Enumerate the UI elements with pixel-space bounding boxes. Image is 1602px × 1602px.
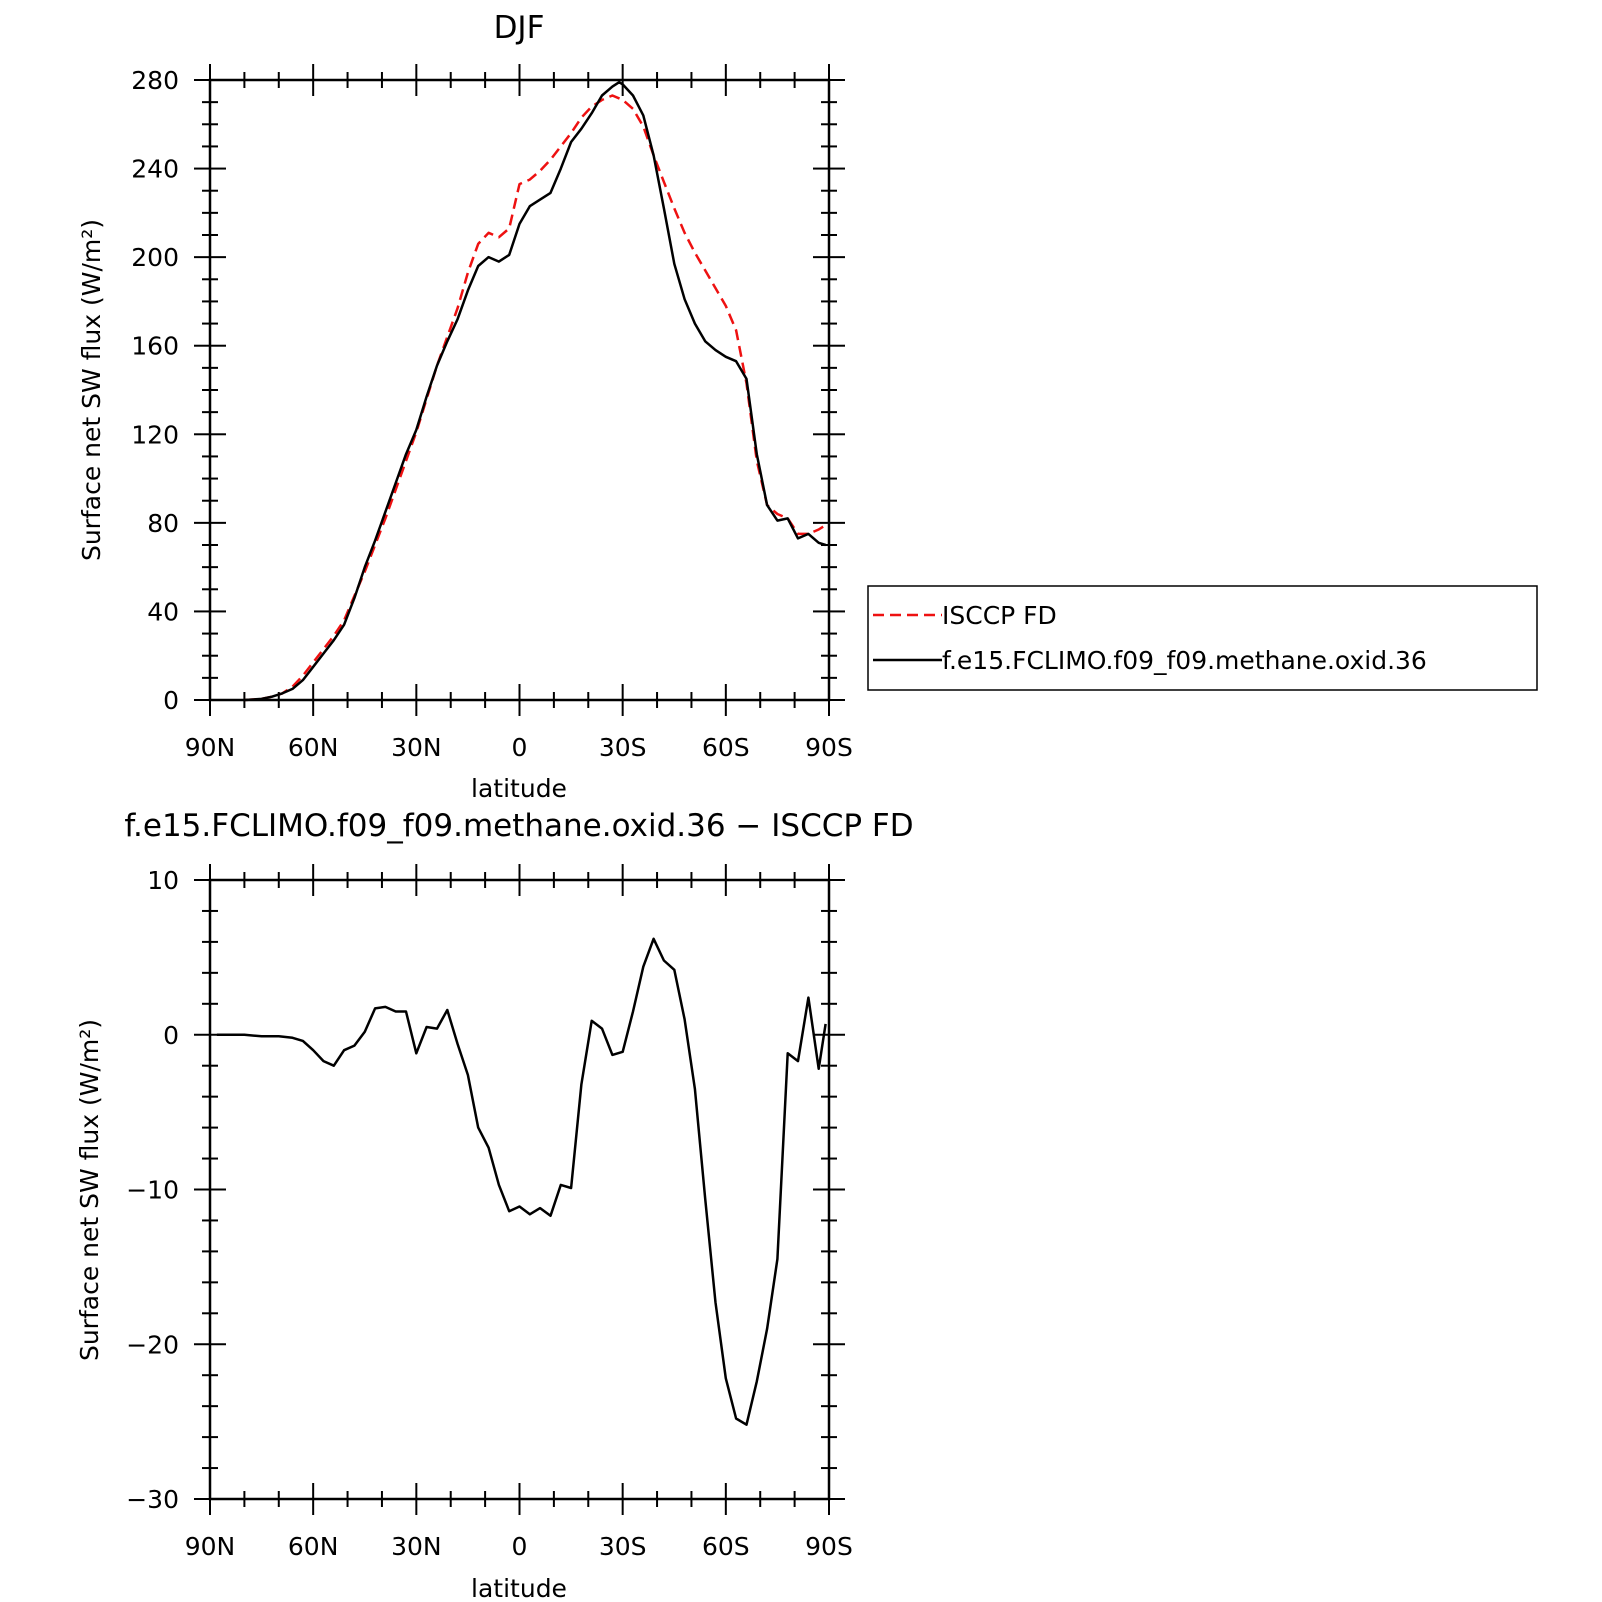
top-ylabel: Surface net SW flux (W/m²) <box>77 219 106 561</box>
bottom-ticks: 90N 60N 30N 0 30S 60S 90S −30 −20 −10 0 10 <box>126 864 853 1561</box>
top-xtick-label: 0 <box>512 733 528 762</box>
bottom-ytick-label: −30 <box>126 1485 179 1514</box>
bottom-xlabel: latitude <box>471 1574 567 1602</box>
top-ytick-label: 200 <box>131 243 179 272</box>
bottom-xtick-label: 60N <box>288 1532 339 1561</box>
top-ytick-label: 120 <box>131 420 179 449</box>
top-xtick-label: 30N <box>391 733 442 762</box>
bottom-series-line-model <box>216 937 827 1426</box>
top-ytick-label: 0 <box>163 686 179 715</box>
top-chart-title: DJF <box>494 10 545 46</box>
top-xtick-label: 60N <box>288 733 339 762</box>
top-ytick-label: 40 <box>147 597 179 626</box>
legend-label-model: f.e15.FCLIMO.f09_f09.methane.oxid.36 <box>942 646 1427 675</box>
top-plot-frame <box>208 78 831 702</box>
bottom-xtick-label: 30N <box>391 1532 442 1561</box>
top-ytick-label: 280 <box>131 66 179 95</box>
legend-label-isccp: ISCCP FD <box>942 601 1057 630</box>
bottom-series <box>216 937 827 1426</box>
bottom-xtick-label: 0 <box>512 1532 528 1561</box>
top-xtick-label: 60S <box>702 733 750 762</box>
bottom-ytick-label: 10 <box>147 866 179 895</box>
legend: ISCCP FD f.e15.FCLIMO.f09_f09.methane.ox… <box>867 585 1538 691</box>
top-series-line-isccp <box>244 94 827 702</box>
top-xtick-label: 90N <box>185 733 236 762</box>
bottom-xtick-label: 60S <box>702 1532 750 1561</box>
bottom-xtick-label: 30S <box>599 1532 647 1561</box>
bottom-chart-title: f.e15.FCLIMO.f09_f09.methane.oxid.36 − I… <box>124 808 913 844</box>
top-ytick-label: 160 <box>131 332 179 361</box>
bottom-xtick-label: 90S <box>805 1532 853 1561</box>
bottom-plot-frame <box>208 878 831 1501</box>
top-ytick-label: 80 <box>147 509 179 538</box>
legend-box <box>867 585 1538 691</box>
bottom-panel: f.e15.FCLIMO.f09_f09.methane.oxid.36 − I… <box>75 808 914 1602</box>
top-panel: DJF 90N 60N 30N 0 30S 60S 90S 0 40 80 120 160 200 240… <box>77 10 1538 803</box>
top-ytick-label: 240 <box>131 155 179 184</box>
bottom-ylabel: Surface net SW flux (W/m²) <box>75 1019 104 1361</box>
top-xtick-label: 90S <box>805 733 853 762</box>
bottom-xtick-label: 90N <box>185 1532 236 1561</box>
top-ticks: 90N 60N 30N 0 30S 60S 90S 0 40 80 120 160 200 240 280 <box>131 64 853 762</box>
bottom-ytick-label: 0 <box>163 1021 179 1050</box>
top-series-line-model <box>244 80 826 702</box>
bottom-ytick-label: −10 <box>126 1176 179 1205</box>
top-xtick-label: 30S <box>599 733 647 762</box>
top-series <box>244 80 827 702</box>
bottom-ytick-label: −20 <box>126 1330 179 1359</box>
top-xlabel: latitude <box>471 774 567 803</box>
